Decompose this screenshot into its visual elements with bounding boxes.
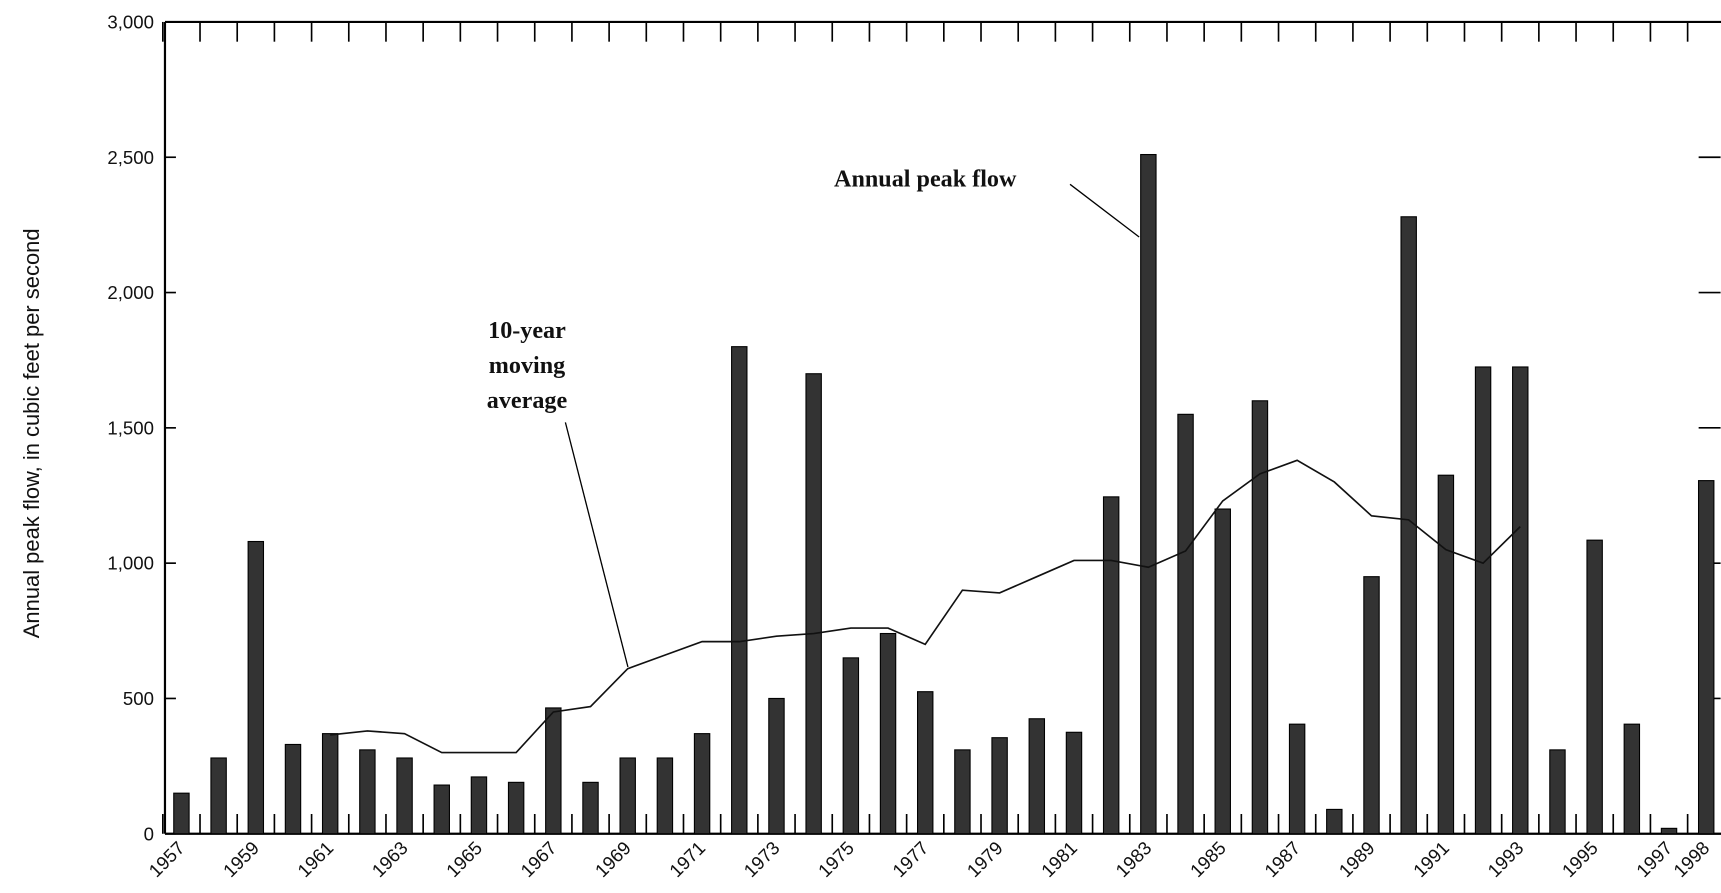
leader-line xyxy=(1069,183,1140,238)
y-tick-label: 500 xyxy=(123,688,154,709)
bar xyxy=(1065,731,1083,835)
x-tick-label: 1987 xyxy=(1260,837,1304,881)
y-tick-label: 1,000 xyxy=(107,553,154,574)
moving-average-line xyxy=(330,459,1521,754)
x-tick-label: 1973 xyxy=(740,837,784,881)
x-tick-label: 1993 xyxy=(1483,837,1527,881)
bar xyxy=(284,743,302,835)
bar xyxy=(1400,216,1417,835)
y-tick-label: 3,000 xyxy=(107,12,154,33)
bar xyxy=(693,733,711,835)
bar xyxy=(1177,413,1194,835)
bar xyxy=(1288,723,1306,835)
bar xyxy=(359,749,376,835)
bar xyxy=(842,657,860,835)
bar xyxy=(1028,718,1046,835)
x-tick-label: 1961 xyxy=(293,837,337,881)
bar xyxy=(1214,508,1231,835)
leader-line xyxy=(564,422,629,668)
bar xyxy=(545,707,562,835)
bar xyxy=(1623,723,1641,835)
bar xyxy=(433,784,450,835)
bar xyxy=(768,697,785,835)
x-tick-label: 1985 xyxy=(1186,837,1230,881)
annotation: 10-year xyxy=(488,317,566,344)
x-tick-label: 1995 xyxy=(1558,837,1602,881)
x-tick-label: 1981 xyxy=(1037,837,1081,881)
y-axis-label: Annual peak flow, in cubic feet per seco… xyxy=(19,228,44,638)
bar xyxy=(321,733,339,835)
x-tick-label: 1975 xyxy=(814,837,858,881)
bar xyxy=(210,757,227,835)
bar xyxy=(582,781,599,835)
bar xyxy=(1140,153,1157,835)
y-tick-label: 2,000 xyxy=(107,282,154,303)
x-tick-label: 1963 xyxy=(368,837,412,881)
bar xyxy=(1512,366,1529,835)
y-tick-label: 1,500 xyxy=(107,417,154,438)
bar xyxy=(805,373,822,835)
bar xyxy=(470,776,488,835)
bar xyxy=(1474,366,1492,835)
bar xyxy=(396,757,413,835)
x-tick-label: 1983 xyxy=(1111,837,1155,881)
bar xyxy=(619,757,636,835)
bar xyxy=(247,540,265,835)
bar xyxy=(1102,496,1120,835)
bar xyxy=(1586,539,1603,835)
bar xyxy=(507,781,525,835)
bar xyxy=(173,792,190,835)
x-tick-label: 1971 xyxy=(665,837,709,881)
x-tick-label: 1997 xyxy=(1632,837,1676,881)
x-tick-label: 1977 xyxy=(888,837,932,881)
bar xyxy=(1437,474,1455,835)
bar xyxy=(879,632,897,835)
bar xyxy=(731,346,748,835)
bar xyxy=(1251,400,1269,835)
x-tick-label: 1989 xyxy=(1335,837,1379,881)
bar xyxy=(916,691,934,835)
bar xyxy=(991,737,1008,835)
x-tick-label: 1998 xyxy=(1669,837,1713,881)
x-tick-label: 1967 xyxy=(516,837,560,881)
bar xyxy=(1697,480,1715,835)
y-tick-label: 2,500 xyxy=(107,147,154,168)
x-tick-label: 1979 xyxy=(963,837,1007,881)
bar xyxy=(1363,576,1380,835)
annotation: average xyxy=(487,387,568,414)
x-tick-label: 1965 xyxy=(442,837,486,881)
bar xyxy=(1660,827,1678,835)
bar xyxy=(954,749,971,835)
y-tick-label: 0 xyxy=(144,823,154,844)
bar xyxy=(656,757,674,835)
bar xyxy=(1326,808,1343,835)
x-tick-label: 1991 xyxy=(1409,837,1453,881)
bar xyxy=(1549,749,1566,835)
annotation: Annual peak flow xyxy=(834,165,1017,192)
annotation: moving xyxy=(489,352,565,379)
x-tick-label: 1959 xyxy=(219,837,263,881)
x-tick-label: 1969 xyxy=(591,837,635,881)
